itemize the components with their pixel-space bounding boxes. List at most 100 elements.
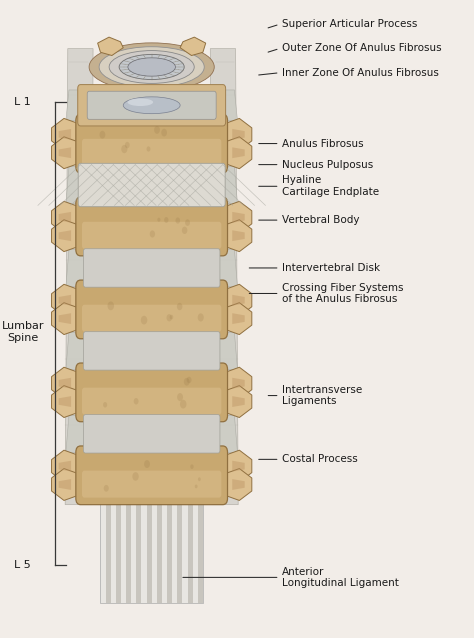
- Polygon shape: [59, 396, 71, 407]
- Ellipse shape: [119, 54, 184, 80]
- Polygon shape: [98, 37, 123, 56]
- Circle shape: [141, 316, 147, 325]
- FancyBboxPatch shape: [76, 197, 228, 256]
- Bar: [100, 170, 106, 603]
- Circle shape: [103, 402, 107, 408]
- Circle shape: [146, 146, 150, 152]
- FancyBboxPatch shape: [87, 91, 216, 119]
- Polygon shape: [66, 415, 91, 452]
- FancyBboxPatch shape: [83, 332, 220, 370]
- Bar: [198, 170, 203, 603]
- Polygon shape: [52, 137, 78, 168]
- FancyBboxPatch shape: [82, 139, 221, 166]
- Circle shape: [125, 142, 130, 148]
- FancyBboxPatch shape: [76, 280, 228, 339]
- Circle shape: [195, 484, 198, 488]
- Polygon shape: [66, 167, 91, 204]
- Polygon shape: [213, 332, 237, 369]
- Ellipse shape: [123, 97, 180, 114]
- Text: Intertransverse
Ligaments: Intertransverse Ligaments: [282, 385, 362, 406]
- Circle shape: [180, 400, 186, 408]
- Polygon shape: [213, 167, 237, 204]
- Circle shape: [161, 129, 167, 137]
- Polygon shape: [180, 37, 206, 56]
- Bar: [162, 170, 167, 603]
- Text: Anterior
Longitudinal Ligament: Anterior Longitudinal Ligament: [282, 567, 399, 588]
- Polygon shape: [52, 450, 78, 482]
- Polygon shape: [213, 249, 237, 286]
- Circle shape: [170, 315, 173, 320]
- Circle shape: [164, 217, 168, 223]
- Bar: [146, 170, 152, 603]
- Bar: [100, 170, 203, 603]
- Text: Inner Zone Of Anulus Fibrosus: Inner Zone Of Anulus Fibrosus: [282, 68, 439, 78]
- Circle shape: [154, 126, 160, 134]
- Bar: [152, 170, 157, 603]
- Circle shape: [166, 314, 172, 322]
- Circle shape: [121, 145, 128, 153]
- Polygon shape: [52, 202, 78, 234]
- Bar: [141, 170, 146, 603]
- Polygon shape: [232, 396, 245, 407]
- Circle shape: [177, 303, 182, 310]
- FancyBboxPatch shape: [82, 388, 221, 415]
- Text: Intervertebral Disk: Intervertebral Disk: [282, 263, 380, 273]
- Circle shape: [190, 464, 194, 469]
- FancyBboxPatch shape: [82, 305, 221, 332]
- Text: Costal Process: Costal Process: [282, 454, 358, 464]
- FancyBboxPatch shape: [82, 471, 221, 498]
- Polygon shape: [213, 415, 237, 452]
- Polygon shape: [66, 90, 91, 121]
- Circle shape: [108, 301, 114, 310]
- Polygon shape: [232, 129, 245, 140]
- Bar: [126, 170, 131, 603]
- Bar: [121, 170, 126, 603]
- Polygon shape: [232, 295, 245, 306]
- Polygon shape: [59, 230, 71, 241]
- Polygon shape: [232, 212, 245, 223]
- FancyBboxPatch shape: [83, 249, 220, 287]
- Polygon shape: [52, 367, 78, 399]
- Polygon shape: [52, 468, 78, 500]
- Polygon shape: [225, 302, 252, 334]
- Polygon shape: [225, 219, 252, 251]
- Polygon shape: [59, 295, 71, 306]
- Text: Superior Articular Process: Superior Articular Process: [282, 19, 418, 29]
- Bar: [172, 170, 177, 603]
- Circle shape: [132, 472, 139, 481]
- Polygon shape: [232, 147, 245, 158]
- Ellipse shape: [109, 50, 194, 84]
- Bar: [137, 170, 141, 603]
- Polygon shape: [232, 378, 245, 389]
- Polygon shape: [59, 479, 71, 490]
- Ellipse shape: [89, 43, 214, 91]
- Bar: [177, 170, 182, 603]
- Text: Crossing Fiber Systems
of the Anulus Fibrosus: Crossing Fiber Systems of the Anulus Fib…: [282, 283, 403, 304]
- Circle shape: [134, 398, 138, 404]
- Polygon shape: [59, 129, 71, 140]
- FancyBboxPatch shape: [76, 446, 228, 505]
- Bar: [167, 170, 172, 603]
- Circle shape: [198, 313, 204, 322]
- Circle shape: [100, 131, 105, 138]
- Polygon shape: [225, 468, 252, 500]
- Circle shape: [144, 460, 150, 468]
- FancyBboxPatch shape: [82, 222, 221, 249]
- Polygon shape: [232, 230, 245, 241]
- Polygon shape: [59, 147, 71, 158]
- Polygon shape: [59, 212, 71, 223]
- Polygon shape: [66, 249, 91, 286]
- FancyBboxPatch shape: [83, 415, 220, 453]
- Polygon shape: [213, 90, 237, 121]
- Bar: [182, 170, 188, 603]
- Circle shape: [104, 485, 109, 492]
- Text: Nucleus Pulposus: Nucleus Pulposus: [282, 160, 374, 170]
- Bar: [116, 170, 121, 603]
- Bar: [106, 170, 111, 603]
- Polygon shape: [225, 385, 252, 417]
- Text: Anulus Fibrosus: Anulus Fibrosus: [282, 138, 364, 149]
- Bar: [111, 170, 116, 603]
- Polygon shape: [232, 461, 245, 471]
- Polygon shape: [225, 450, 252, 482]
- Polygon shape: [52, 119, 78, 151]
